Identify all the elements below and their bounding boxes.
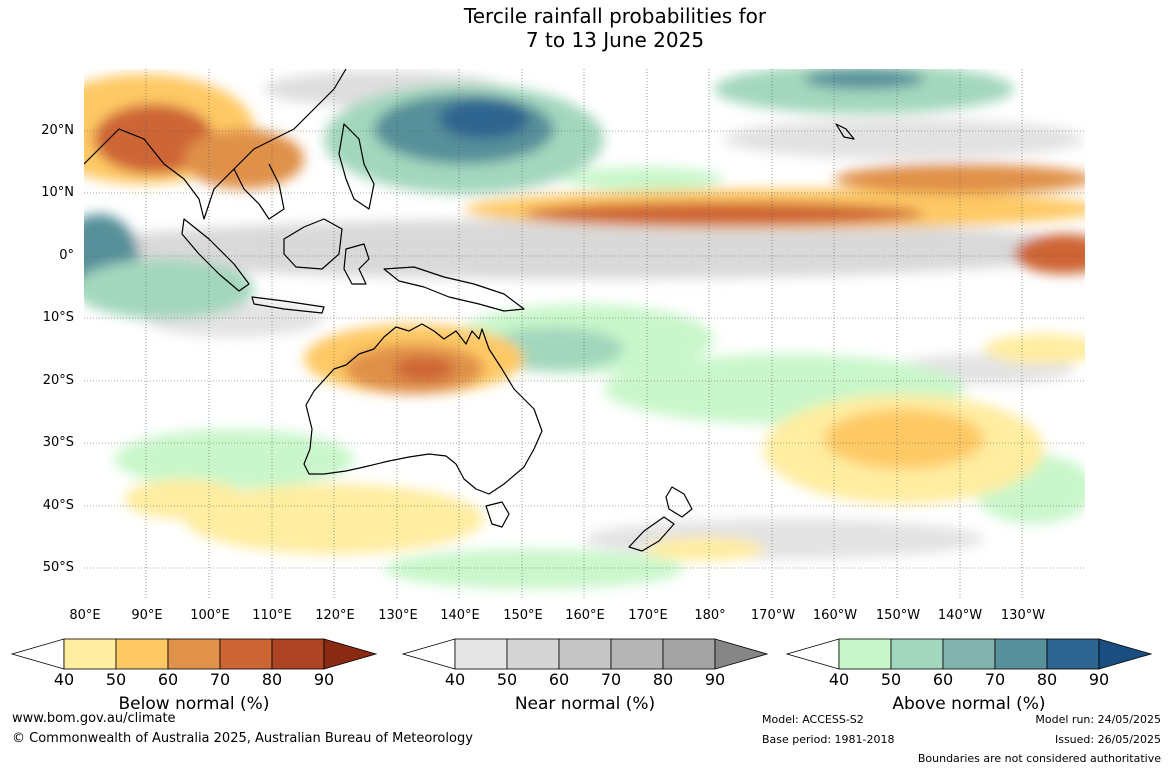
copyright-text: © Commonwealth of Australia 2025, Austra… (12, 731, 473, 746)
legend-title-above: Above normal (%) (892, 694, 1046, 714)
lon-label-180: 180° (694, 608, 726, 623)
tasmania-coastline (485, 501, 510, 528)
probability-shading (84, 69, 1085, 589)
lat-label-50s: 50°S (42, 560, 74, 575)
philippines-coastline (338, 123, 375, 210)
legend-below-normal: 40 50 60 70 80 90 Below normal (%) (10, 638, 378, 718)
new-guinea-coastline (383, 266, 525, 312)
legend-near-normal: 40 50 60 70 80 90 Near normal (%) (401, 638, 769, 718)
lat-label-40s: 40°S (42, 498, 74, 513)
below-tick-90: 90 (313, 670, 335, 689)
lon-label-100e: 100°E (190, 608, 230, 623)
above-tick-80: 80 (1036, 670, 1058, 689)
borneo-coastline (283, 218, 343, 270)
lat-label-0: 0° (59, 248, 74, 263)
near-tick-70: 70 (600, 670, 622, 689)
below-tick-50: 50 (105, 670, 127, 689)
colorbar-above-normal (785, 638, 1153, 670)
lon-label-140e: 140°E (440, 608, 480, 623)
above-tick-70: 70 (984, 670, 1006, 689)
legend-title-below: Below normal (%) (118, 694, 270, 714)
hawaii-coastline (835, 123, 855, 140)
website-link[interactable]: www.bom.gov.au/climate (12, 711, 176, 726)
below-tick-60: 60 (157, 670, 179, 689)
below-tick-70: 70 (209, 670, 231, 689)
sumatra-coastline (181, 218, 250, 292)
map-canvas (84, 69, 1085, 600)
lon-label-150e: 150°E (503, 608, 543, 623)
near-tick-40: 40 (444, 670, 466, 689)
title-line-1: Tercile rainfall probabilities for (463, 4, 767, 28)
above-tick-40: 40 (828, 670, 850, 689)
lon-label-90e: 90°E (131, 608, 163, 623)
title-line-2: 7 to 13 June 2025 (525, 28, 705, 52)
lon-label-140w: 140°W (937, 608, 983, 623)
map-title: Tercile rainfall probabilities for 7 to … (0, 4, 1173, 52)
lon-label-110e: 110°E (252, 608, 292, 623)
legend-above-normal: 40 50 60 70 80 90 Above normal (%) (785, 638, 1153, 718)
indochina-coastline (233, 163, 285, 220)
below-tick-40: 40 (53, 670, 75, 689)
boundaries-disclaimer: Boundaries are not considered authoritat… (917, 752, 1161, 765)
lat-label-30s: 30°S (42, 435, 74, 450)
above-tick-50: 50 (880, 670, 902, 689)
graticule (84, 69, 1085, 600)
new-zealand-north-coastline (665, 486, 693, 518)
legend-title-near: Near normal (%) (514, 694, 656, 714)
lat-label-10n: 10°N (41, 185, 74, 200)
model-run-text: Model run: 24/05/2025 (1035, 713, 1161, 726)
issued-text: Issued: 26/05/2025 (1054, 733, 1161, 746)
lon-label-160w: 160°W (812, 608, 858, 623)
above-tick-90: 90 (1088, 670, 1110, 689)
near-tick-60: 60 (548, 670, 570, 689)
asia-mainland-coastline (84, 69, 347, 220)
colorbar-below-normal (10, 638, 378, 670)
rainfall-probability-map (84, 69, 1085, 600)
lon-label-150w: 150°W (875, 608, 921, 623)
near-tick-50: 50 (496, 670, 518, 689)
model-text: Model: ACCESS-S2 (762, 713, 864, 726)
coastlines (84, 69, 855, 552)
new-zealand-south-coastline (628, 516, 675, 552)
lon-label-130e: 130°E (378, 608, 418, 623)
lat-label-20n: 20°N (41, 123, 74, 138)
near-tick-80: 80 (652, 670, 674, 689)
base-period-text: Base period: 1981-2018 (762, 733, 895, 746)
lon-label-170w: 170°W (750, 608, 796, 623)
colorbar-near-normal (401, 638, 769, 670)
lon-label-130w: 130°W (1000, 608, 1046, 623)
australia-coastline (303, 323, 543, 495)
sulawesi-coastline (343, 243, 370, 285)
above-tick-60: 60 (932, 670, 954, 689)
lon-label-120e: 120°E (315, 608, 355, 623)
lat-label-10s: 10°S (42, 310, 74, 325)
lon-label-80e: 80°E (69, 608, 101, 623)
below-tick-80: 80 (261, 670, 283, 689)
java-coastline (251, 296, 325, 314)
lon-label-160e: 160°E (565, 608, 605, 623)
lon-label-170e: 170°E (628, 608, 668, 623)
near-tick-90: 90 (704, 670, 726, 689)
lat-label-20s: 20°S (42, 373, 74, 388)
